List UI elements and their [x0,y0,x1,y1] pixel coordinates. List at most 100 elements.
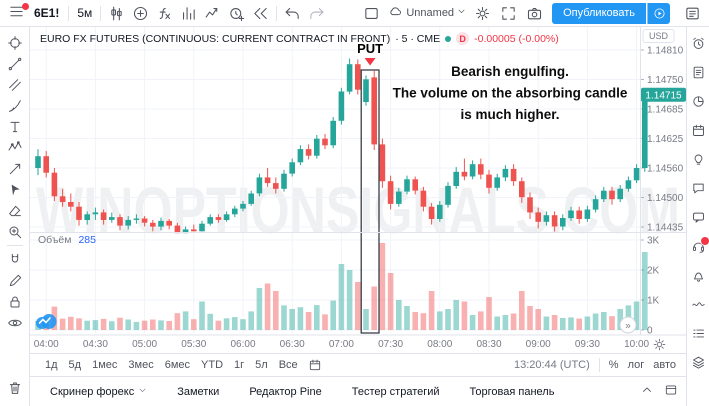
zoomin-tool-icon[interactable] [3,221,27,242]
volume-bar [363,309,369,330]
alertclock-icon[interactable] [691,36,706,51]
candle [59,196,66,202]
delayed-data-badge[interactable]: D [456,32,470,45]
watchlist-icon[interactable] [691,65,706,80]
bell-icon[interactable] [691,268,706,283]
settings-gear-icon[interactable] [471,3,494,24]
svg-text:»: » [625,321,631,332]
wave-icon[interactable] [691,297,706,312]
eraser-tool-icon[interactable] [3,200,27,221]
candle [379,144,386,182]
chat2-icon[interactable] [691,210,706,225]
cursor-tool-icon[interactable] [3,179,27,200]
menu-hamburger-icon[interactable] [5,2,29,24]
bottom-tabs-bar: Скринер форекс Заметки Редактор Pine Тестер… [30,377,686,406]
headset-icon[interactable] [691,236,709,254]
publish-menu-button[interactable] [647,2,670,24]
panel-window-icon[interactable] [664,383,678,400]
pattern-tool-icon[interactable] [3,137,27,158]
volume-bar [494,316,500,330]
range-button-6мес[interactable]: 6мес [164,359,191,371]
date-range-icon[interactable] [308,358,322,372]
eye-tool-icon[interactable] [3,312,27,333]
trendline-tool-icon[interactable] [3,53,27,74]
candle [396,191,402,204]
panel-expand-icon[interactable] [640,383,654,400]
volume-bar [256,288,263,330]
volume-bar [502,315,509,330]
candle [133,218,140,220]
volume-bar [601,312,607,330]
candle [642,94,648,168]
chart-area[interactable]: EURO FX FUTURES (CONTINUOUS: CURRENT CON… [30,27,686,336]
remove-drawings-icon[interactable] [3,377,27,398]
publish-button[interactable]: Опубликовать [552,2,646,24]
chat-icon[interactable] [691,181,706,196]
magnet-tool-icon[interactable] [3,249,27,270]
candle [248,193,254,204]
crosshair-tool-icon[interactable] [3,32,27,53]
candle-style-icon[interactable] [105,3,128,24]
candle [150,222,156,227]
snapshot-camera-icon[interactable] [523,3,546,24]
cloud-layout-button[interactable]: Unnamed [386,4,468,22]
range-button-1г[interactable]: 1г [234,359,245,371]
annotation-line: is much higher. [460,107,559,122]
bulb-icon[interactable] [691,152,706,167]
lock-tool-icon[interactable] [3,291,27,312]
tab-1[interactable]: Скринер форекс [50,386,147,398]
tab-4[interactable]: Тестер стратегий [351,385,440,398]
time-axis[interactable]: 04:00 04:30 05:00 05:30 06:00 06:30 07:00 07:30… [30,336,686,354]
candle [453,171,459,186]
watchlist-toggle-icon[interactable] [681,3,704,24]
volume-bar [420,313,427,330]
redo-icon[interactable] [305,3,328,24]
replay-icon[interactable] [249,3,272,24]
indicators-icon[interactable] [153,3,176,24]
numlist-icon[interactable] [691,326,706,341]
server-clock[interactable]: 13:20:44 (UTC) [513,359,590,371]
put-marker-triangle [364,58,376,66]
candle [330,120,336,146]
tab-2[interactable]: Заметки [177,385,220,398]
alert-create-icon[interactable] [225,3,248,24]
range-button-5д[interactable]: 5д [68,359,82,371]
channel-tool-icon[interactable] [3,74,27,95]
percent-scale-button[interactable]: % [608,359,619,371]
layout-select-icon[interactable] [360,3,383,24]
chart-title[interactable]: EURO FX FUTURES (CONTINUOUS: CURRENT CON… [40,32,391,45]
candle [592,199,599,210]
templates-icon[interactable] [177,3,200,24]
range-button-1мес[interactable]: 1мес [92,359,118,371]
forecast-tool-icon[interactable] [3,158,27,179]
candle [412,179,418,191]
pie-icon[interactable] [691,94,706,109]
range-button-Все[interactable]: Все [278,359,298,371]
log-scale-button[interactable]: лог [627,359,645,371]
calendar-icon[interactable] [691,123,706,138]
volume-bar [223,318,230,330]
undo-icon[interactable] [281,3,304,24]
candle [100,212,107,220]
fullscreen-icon[interactable] [497,3,520,24]
add-symbol-icon[interactable] [129,3,152,24]
interval-button[interactable]: 5м [77,6,93,20]
text-tool-icon[interactable] [3,116,27,137]
axis-settings-gear-icon[interactable] [652,337,667,355]
brush-tool-icon[interactable] [3,95,27,116]
volume-tick: 3K [647,236,660,247]
symbol-button[interactable]: 6E1! [34,6,60,20]
tab-3[interactable]: Редактор Pine [249,385,322,398]
pencil-tool-icon[interactable] [3,270,27,291]
auto-scale-button[interactable]: авто [653,359,676,371]
range-button-YTD[interactable]: YTD [201,359,224,371]
compare-icon[interactable] [201,3,224,24]
layers-icon[interactable] [691,355,706,370]
range-button-1д[interactable]: 1д [45,359,58,371]
range-button-3мес[interactable]: 3мес [128,359,154,371]
divider [276,5,278,21]
range-button-5л[interactable]: 5л [255,359,268,371]
volume-bar [617,309,623,330]
tab-5[interactable]: Торговая панель [469,385,555,398]
last-price-tag [641,87,686,102]
